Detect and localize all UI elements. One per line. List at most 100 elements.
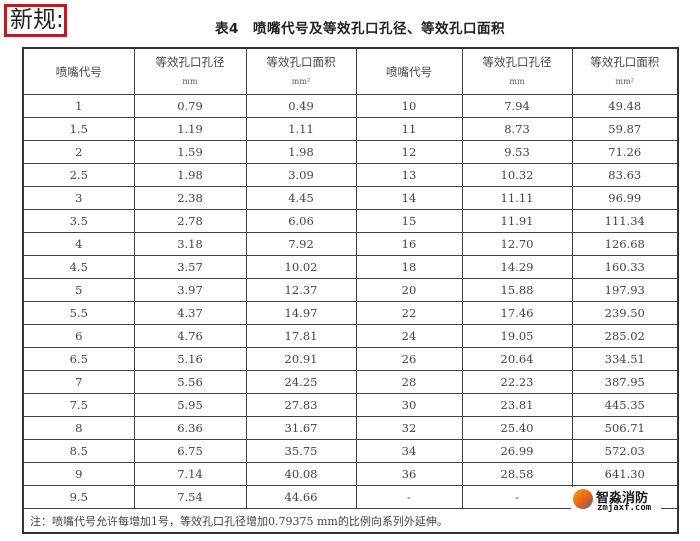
table-cell: 15 [355,209,463,233]
table-cell: 71.26 [571,140,679,164]
watermark-url: zmjaxf.com [597,503,652,513]
table-cell: 17.46 [461,301,573,325]
table-row: 6 4.76 17.81 24 19.05 285.02 [22,324,679,348]
table-row: 5.5 4.37 14.97 22 17.46 239.50 [22,301,679,325]
table-cell: 1.98 [133,163,247,187]
table-cell: 44.66 [245,485,357,509]
column-header-name: 等效孔口面积 [590,54,660,69]
table-cell: 2.78 [133,209,247,233]
table-cell: 16 [355,232,463,256]
table-cell: 7 [22,370,135,394]
table-cell: 126.68 [571,232,679,256]
table-cell: 18 [355,255,463,279]
table-cell: 7.14 [133,462,247,486]
table-cell: 30 [355,393,463,417]
table-row: 9.5 7.54 44.66- - [22,485,679,509]
table-cell: 22.23 [461,370,573,394]
new-rule-label: 新规: [4,4,67,37]
table-cell: 1.11 [245,117,357,141]
table-cell: 31.67 [245,416,357,440]
header-row: 喷嘴代号 等效孔口孔径 mm 等效孔口面积 mm² 喷嘴代号 等效孔口孔径 mm 等效孔口面积 m… [22,47,679,95]
column-header-name: 喷嘴代号 [55,64,102,79]
table-cell: 11.91 [461,209,573,233]
table-cell: 14.29 [461,255,573,279]
table-cell: 3.97 [133,278,247,302]
table-cell: 6.75 [133,439,247,463]
table-cell: 25.40 [461,416,573,440]
column-header: 等效孔口孔径 mm [461,47,573,95]
table-cell: 32 [355,416,463,440]
column-header-unit: mm [182,76,198,86]
table-cell: 2.38 [133,186,247,210]
table-cell: 3.5 [22,209,135,233]
table-cell: 6.5 [22,347,135,371]
table-row: 3 2.38 4.45 14 11.11 96.99 [22,186,679,210]
table-cell: 572.03 [571,439,679,463]
table-cell: 11.11 [461,186,573,210]
table-cell: 13 [355,163,463,187]
table-cell: 6.06 [245,209,357,233]
table-row: 2.5 1.98 3.09 13 10.32 83.63 [22,163,679,187]
table-title: 表4 喷嘴代号及等效孔口孔径、等效孔口面积 [215,21,505,37]
table-cell: 6 [22,324,135,348]
table-cell: 3.09 [245,163,357,187]
table-cell: 12.37 [245,278,357,302]
table-cell: 285.02 [571,324,679,348]
table-cell: 9.53 [461,140,573,164]
table-cell: - [461,485,573,509]
table-cell: 1.98 [245,140,357,164]
table-row: 4.5 3.57 10.02 18 14.29 160.33 [22,255,679,279]
column-header-unit: mm [509,76,525,86]
table-cell: 641.30 [571,462,679,486]
table-cell: 1 [22,94,135,118]
table-cell: 0.49 [245,94,357,118]
table-cell: 7.5 [22,393,135,417]
table-cell: 12.70 [461,232,573,256]
table-cell: 36 [355,462,463,486]
table-cell: 10 [355,94,463,118]
table-cell: 4 [22,232,135,256]
table-cell: 26 [355,347,463,371]
table-cell: 7.92 [245,232,357,256]
table-cell: 28 [355,370,463,394]
table-row: 3.5 2.78 6.06 15 11.91 111.34 [22,209,679,233]
watermark: 智淼消防 zmjaxf.com [571,487,661,517]
table-cell: 26.99 [461,439,573,463]
table-cell: 111.34 [571,209,679,233]
table-cell: 15.88 [461,278,573,302]
table-cell: 12 [355,140,463,164]
table-cell: 49.48 [571,94,679,118]
table-row: 9 7.14 40.08 36 28.58 641.30 [22,462,679,486]
table-row: 7.5 5.95 27.83 30 23.81 445.35 [22,393,679,417]
table-cell: 24 [355,324,463,348]
column-header: 等效孔口面积 mm² [571,47,679,95]
column-header-unit: mm² [615,76,634,86]
table-cell: 5.5 [22,301,135,325]
table-cell: 34 [355,439,463,463]
table-cell: 20.91 [245,347,357,371]
table-cell: 10.32 [461,163,573,187]
table-cell: 6.36 [133,416,247,440]
watermark-name: 智淼消防 [596,491,649,506]
table-cell: 27.83 [245,393,357,417]
table-cell: 3 [22,186,135,210]
table-row: 2 1.59 1.98 12 9.53 71.26 [22,140,679,164]
column-header: 等效孔口面积 mm² [245,47,357,95]
table-cell: 1.59 [133,140,247,164]
table-cell: 19.05 [461,324,573,348]
table-row: 5 3.97 12.37 20 15.88 197.93 [22,278,679,302]
table-cell: 5.16 [133,347,247,371]
nozzle-table: 喷嘴代号 等效孔口孔径 mm 等效孔口面积 mm² 喷嘴代号 等效孔口孔径 mm 等效孔口面积 m… [22,47,679,534]
table-cell: 14 [355,186,463,210]
table-cell: 7.94 [461,94,573,118]
table-cell: 5 [22,278,135,302]
column-header-name: 等效孔口孔径 [482,54,552,69]
table-row: 8 6.36 31.67 32 25.40 506.71 [22,416,679,440]
table-cell: 14.97 [245,301,357,325]
table-cell: 387.95 [571,370,679,394]
table-cell: 4.45 [245,186,357,210]
column-header-name: 等效孔口孔径 [155,54,225,69]
table-cell: 3.57 [133,255,247,279]
table-cell: 2 [22,140,135,164]
table-cell: 1.19 [133,117,247,141]
